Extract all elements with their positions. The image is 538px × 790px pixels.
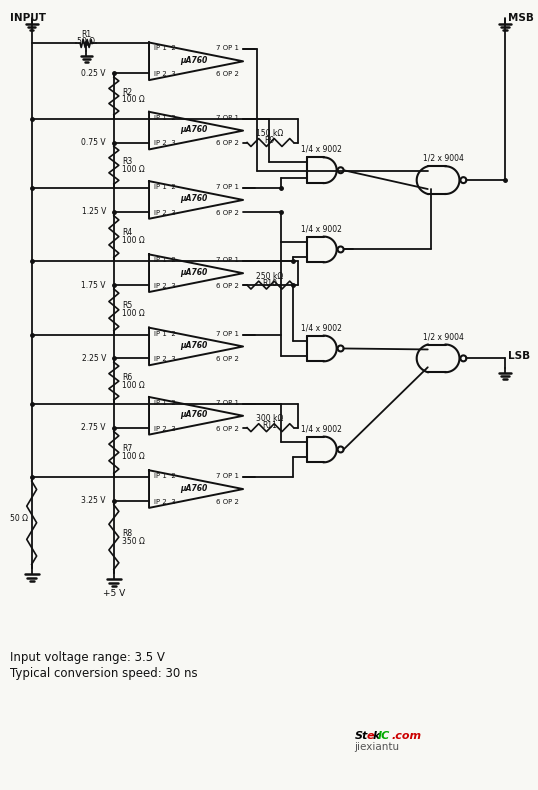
Text: 7 OP 1: 7 OP 1 <box>216 115 239 121</box>
Text: R8: R8 <box>122 529 132 538</box>
Text: 6 OP 2: 6 OP 2 <box>216 210 239 216</box>
Text: 300 kΩ: 300 kΩ <box>256 414 284 423</box>
Text: 0.75 V: 0.75 V <box>81 138 106 147</box>
Text: IC: IC <box>378 731 391 740</box>
Text: IP 1  2: IP 1 2 <box>154 46 176 51</box>
Text: IP 2  3: IP 2 3 <box>154 210 176 216</box>
Text: IP 1  2: IP 1 2 <box>154 115 176 121</box>
Text: 1/2 x 9004: 1/2 x 9004 <box>423 332 464 341</box>
Text: IP 1  2: IP 1 2 <box>154 330 176 337</box>
Text: INPUT: INPUT <box>10 13 46 23</box>
Text: R11: R11 <box>263 421 277 431</box>
Text: 1.25 V: 1.25 V <box>82 207 106 216</box>
Text: 7 OP 1: 7 OP 1 <box>216 400 239 406</box>
Text: R3: R3 <box>122 157 132 166</box>
Text: R2: R2 <box>122 88 132 96</box>
Text: 0.25 V: 0.25 V <box>81 69 106 77</box>
Text: 7 OP 1: 7 OP 1 <box>216 258 239 263</box>
Text: 1/2 x 9004: 1/2 x 9004 <box>423 154 464 163</box>
Text: 100 Ω: 100 Ω <box>122 236 145 245</box>
Text: μA760: μA760 <box>180 268 208 276</box>
Text: μA760: μA760 <box>180 194 208 204</box>
Text: 350 Ω: 350 Ω <box>122 536 145 546</box>
Text: 50 Ω: 50 Ω <box>77 37 95 46</box>
Text: MSB: MSB <box>508 13 534 23</box>
Text: 1.75 V: 1.75 V <box>81 280 106 290</box>
Text: .com: .com <box>391 731 421 740</box>
Text: 6 OP 2: 6 OP 2 <box>216 499 239 505</box>
Text: St: St <box>355 731 368 740</box>
Text: 6 OP 2: 6 OP 2 <box>216 356 239 363</box>
Text: +5 V: +5 V <box>103 589 125 597</box>
Text: 2.75 V: 2.75 V <box>81 423 106 432</box>
Text: IP 1  2: IP 1 2 <box>154 258 176 263</box>
Text: μA760: μA760 <box>180 410 208 419</box>
Text: IP 1  2: IP 1 2 <box>154 184 176 190</box>
Text: Typical conversion speed: 30 ns: Typical conversion speed: 30 ns <box>10 667 197 679</box>
Text: μA760: μA760 <box>180 341 208 350</box>
Text: 100 Ω: 100 Ω <box>122 310 145 318</box>
Text: 3.25 V: 3.25 V <box>81 496 106 506</box>
Text: 2.25 V: 2.25 V <box>82 354 106 363</box>
Text: μA760: μA760 <box>180 483 208 493</box>
Text: 100 Ω: 100 Ω <box>122 96 145 104</box>
Text: 50 Ω: 50 Ω <box>10 514 28 523</box>
Text: 6 OP 2: 6 OP 2 <box>216 426 239 431</box>
Text: 100 Ω: 100 Ω <box>122 165 145 174</box>
Text: 100 Ω: 100 Ω <box>122 452 145 461</box>
Text: IP 2  3: IP 2 3 <box>154 71 176 77</box>
Text: μA760: μA760 <box>180 125 208 134</box>
Text: 6 OP 2: 6 OP 2 <box>216 71 239 77</box>
Text: IP 2  3: IP 2 3 <box>154 283 176 289</box>
Text: k: k <box>372 731 380 740</box>
Text: 1/4 x 9002: 1/4 x 9002 <box>301 145 342 154</box>
Text: R6: R6 <box>122 373 132 382</box>
Text: e: e <box>366 731 374 740</box>
Text: μA760: μA760 <box>180 56 208 65</box>
Text: R4: R4 <box>122 228 132 237</box>
Text: IP 1  2: IP 1 2 <box>154 473 176 480</box>
Text: 150 kΩ: 150 kΩ <box>256 129 284 138</box>
Text: 7 OP 1: 7 OP 1 <box>216 330 239 337</box>
Text: 6 OP 2: 6 OP 2 <box>216 141 239 146</box>
Text: R10: R10 <box>263 279 277 288</box>
Text: jiexiantu: jiexiantu <box>355 743 400 753</box>
Text: 1/4 x 9002: 1/4 x 9002 <box>301 224 342 233</box>
Text: IP 2  3: IP 2 3 <box>154 499 176 505</box>
Text: 1/4 x 9002: 1/4 x 9002 <box>301 323 342 332</box>
Text: R1: R1 <box>81 30 91 39</box>
Text: IP 2  3: IP 2 3 <box>154 426 176 431</box>
Text: 250 kΩ: 250 kΩ <box>256 272 284 280</box>
Text: IP 1  2: IP 1 2 <box>154 400 176 406</box>
Text: LSB: LSB <box>508 352 530 361</box>
Text: 7 OP 1: 7 OP 1 <box>216 46 239 51</box>
Text: Input voltage range: 3.5 V: Input voltage range: 3.5 V <box>10 651 165 664</box>
Text: 1/4 x 9002: 1/4 x 9002 <box>301 424 342 433</box>
Text: IP 2  3: IP 2 3 <box>154 141 176 146</box>
Text: R9: R9 <box>265 136 275 145</box>
Text: 6 OP 2: 6 OP 2 <box>216 283 239 289</box>
Text: 7 OP 1: 7 OP 1 <box>216 473 239 480</box>
Text: R5: R5 <box>122 301 132 310</box>
Text: 100 Ω: 100 Ω <box>122 381 145 389</box>
Text: IP 2  3: IP 2 3 <box>154 356 176 363</box>
Text: 7 OP 1: 7 OP 1 <box>216 184 239 190</box>
Text: R7: R7 <box>122 444 132 453</box>
